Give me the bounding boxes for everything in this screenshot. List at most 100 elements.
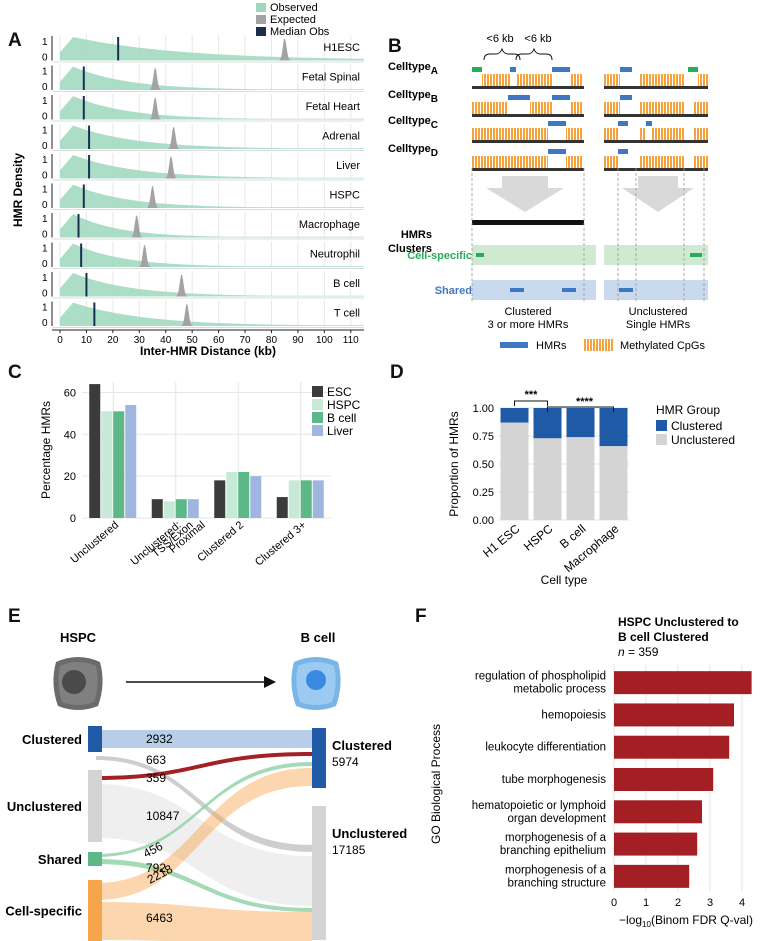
c-legend-swatch bbox=[312, 412, 323, 423]
cpg-tick bbox=[703, 128, 705, 140]
track-baseline bbox=[472, 140, 584, 143]
cpg-tick bbox=[640, 128, 642, 140]
cpg-tick bbox=[640, 74, 642, 86]
cpg-tick bbox=[664, 102, 666, 114]
c-bar-hspc bbox=[288, 480, 300, 518]
cpg-tick bbox=[523, 128, 525, 140]
sankey-right-node-unclustered bbox=[312, 806, 326, 940]
row-label: T cell bbox=[334, 308, 360, 320]
row-tick-bottom: 0 bbox=[42, 141, 48, 152]
flow-unclustered-to-unclustered bbox=[96, 784, 312, 906]
cpg-tick bbox=[655, 74, 657, 86]
hmr-gap bbox=[548, 127, 566, 141]
cpg-tick bbox=[526, 74, 528, 86]
row-label: Fetal Spinal bbox=[302, 72, 360, 84]
cpg-tick bbox=[700, 156, 702, 168]
cell-specific-label: Cell-specific bbox=[407, 250, 472, 262]
legend-label-0: Observed bbox=[270, 2, 318, 14]
cpg-tick bbox=[670, 128, 672, 140]
row-tick-bottom: 0 bbox=[42, 171, 48, 182]
cpg-tick bbox=[517, 156, 519, 168]
observed-density bbox=[60, 302, 364, 326]
cpg-tick bbox=[679, 102, 681, 114]
c-legend-label: HSPC bbox=[327, 398, 361, 412]
cpg-tick bbox=[649, 156, 651, 168]
cpg-tick bbox=[490, 128, 492, 140]
sankey-right-node-clustered bbox=[312, 728, 326, 788]
d-bar-clustered bbox=[599, 408, 628, 447]
c-bar-esc bbox=[151, 499, 163, 518]
density-row: 1 0 Liver bbox=[42, 153, 364, 182]
sankey-flow-value: 359 bbox=[146, 771, 166, 785]
sankey-right-label-unclustered: Unclustered bbox=[332, 826, 407, 841]
cpg-tick bbox=[658, 102, 660, 114]
cpg-tick bbox=[610, 74, 612, 86]
cpg-tick bbox=[652, 102, 654, 114]
cpg-tick bbox=[538, 102, 540, 114]
panel-f-letter: F bbox=[415, 606, 427, 627]
cpg-tick bbox=[472, 102, 474, 114]
cpg-tick bbox=[706, 156, 708, 168]
cell-specific-mark-left bbox=[476, 253, 484, 257]
hmr-gap bbox=[620, 101, 632, 115]
cpg-tick bbox=[580, 156, 582, 168]
d-ytick-label: 1.00 bbox=[473, 403, 494, 415]
cpg-tick bbox=[472, 128, 474, 140]
hmr-block bbox=[646, 121, 652, 126]
cpg-tick bbox=[616, 128, 618, 140]
f-xlabel: −log10(Binom FDR Q-val) bbox=[619, 913, 753, 929]
cpg-tick bbox=[697, 102, 699, 114]
cpg-tick bbox=[475, 156, 477, 168]
density-row: 1 0 Neutrophil bbox=[42, 241, 364, 270]
row-label: Liver bbox=[336, 160, 360, 172]
panel-b-letter: B bbox=[388, 36, 402, 57]
sankey-right-count-unclustered: 17185 bbox=[332, 843, 366, 857]
gap-label-1: <6 kb bbox=[486, 33, 513, 45]
shared-hmr-1 bbox=[510, 288, 524, 292]
expected-density bbox=[163, 156, 179, 179]
cpg-tick bbox=[652, 128, 654, 140]
cpg-tick bbox=[478, 102, 480, 114]
row-label: B cell bbox=[333, 278, 360, 290]
observed-density bbox=[60, 184, 364, 208]
cpg-tick bbox=[679, 128, 681, 140]
cpg-tick bbox=[658, 156, 660, 168]
cpg-tick bbox=[604, 74, 606, 86]
cpg-tick bbox=[646, 74, 648, 86]
d-legend-swatch-clustered bbox=[656, 420, 667, 431]
cpg-tick bbox=[703, 74, 705, 86]
track-baseline bbox=[472, 168, 584, 171]
f-category-label: organ development bbox=[508, 813, 607, 825]
cpg-tick bbox=[490, 156, 492, 168]
sankey-flow-value: 792 bbox=[146, 861, 166, 875]
cpg-tick bbox=[520, 128, 522, 140]
cpg-tick bbox=[535, 156, 537, 168]
row-tick-bottom: 0 bbox=[42, 112, 48, 123]
d-bar-unclustered bbox=[500, 422, 529, 520]
d-sig-label-2: **** bbox=[576, 396, 594, 408]
cpg-tick bbox=[643, 102, 645, 114]
cpg-tick bbox=[664, 156, 666, 168]
cpg-tick bbox=[541, 102, 543, 114]
c-category-label: Unclustered bbox=[68, 519, 121, 566]
d-legend-label-clustered: Clustered bbox=[671, 419, 722, 433]
d-ylabel: Proportion of HMRs bbox=[447, 411, 461, 516]
celltype-label: CelltypeA bbox=[388, 61, 438, 77]
cpg-tick bbox=[571, 74, 573, 86]
sankey-flow-value: 10847 bbox=[146, 809, 180, 823]
hmr-block bbox=[510, 67, 516, 72]
cpg-legend-tick bbox=[590, 339, 592, 351]
c-legend-swatch bbox=[312, 425, 323, 436]
cpg-tick bbox=[706, 128, 708, 140]
down-arrow-right bbox=[622, 176, 694, 212]
cpg-tick bbox=[676, 102, 678, 114]
cpg-tick bbox=[475, 128, 477, 140]
legend-swatch-1 bbox=[256, 15, 266, 24]
cpg-tick bbox=[682, 102, 684, 114]
expected-density bbox=[144, 185, 161, 208]
f-category-label: hemopoiesis bbox=[541, 709, 606, 721]
